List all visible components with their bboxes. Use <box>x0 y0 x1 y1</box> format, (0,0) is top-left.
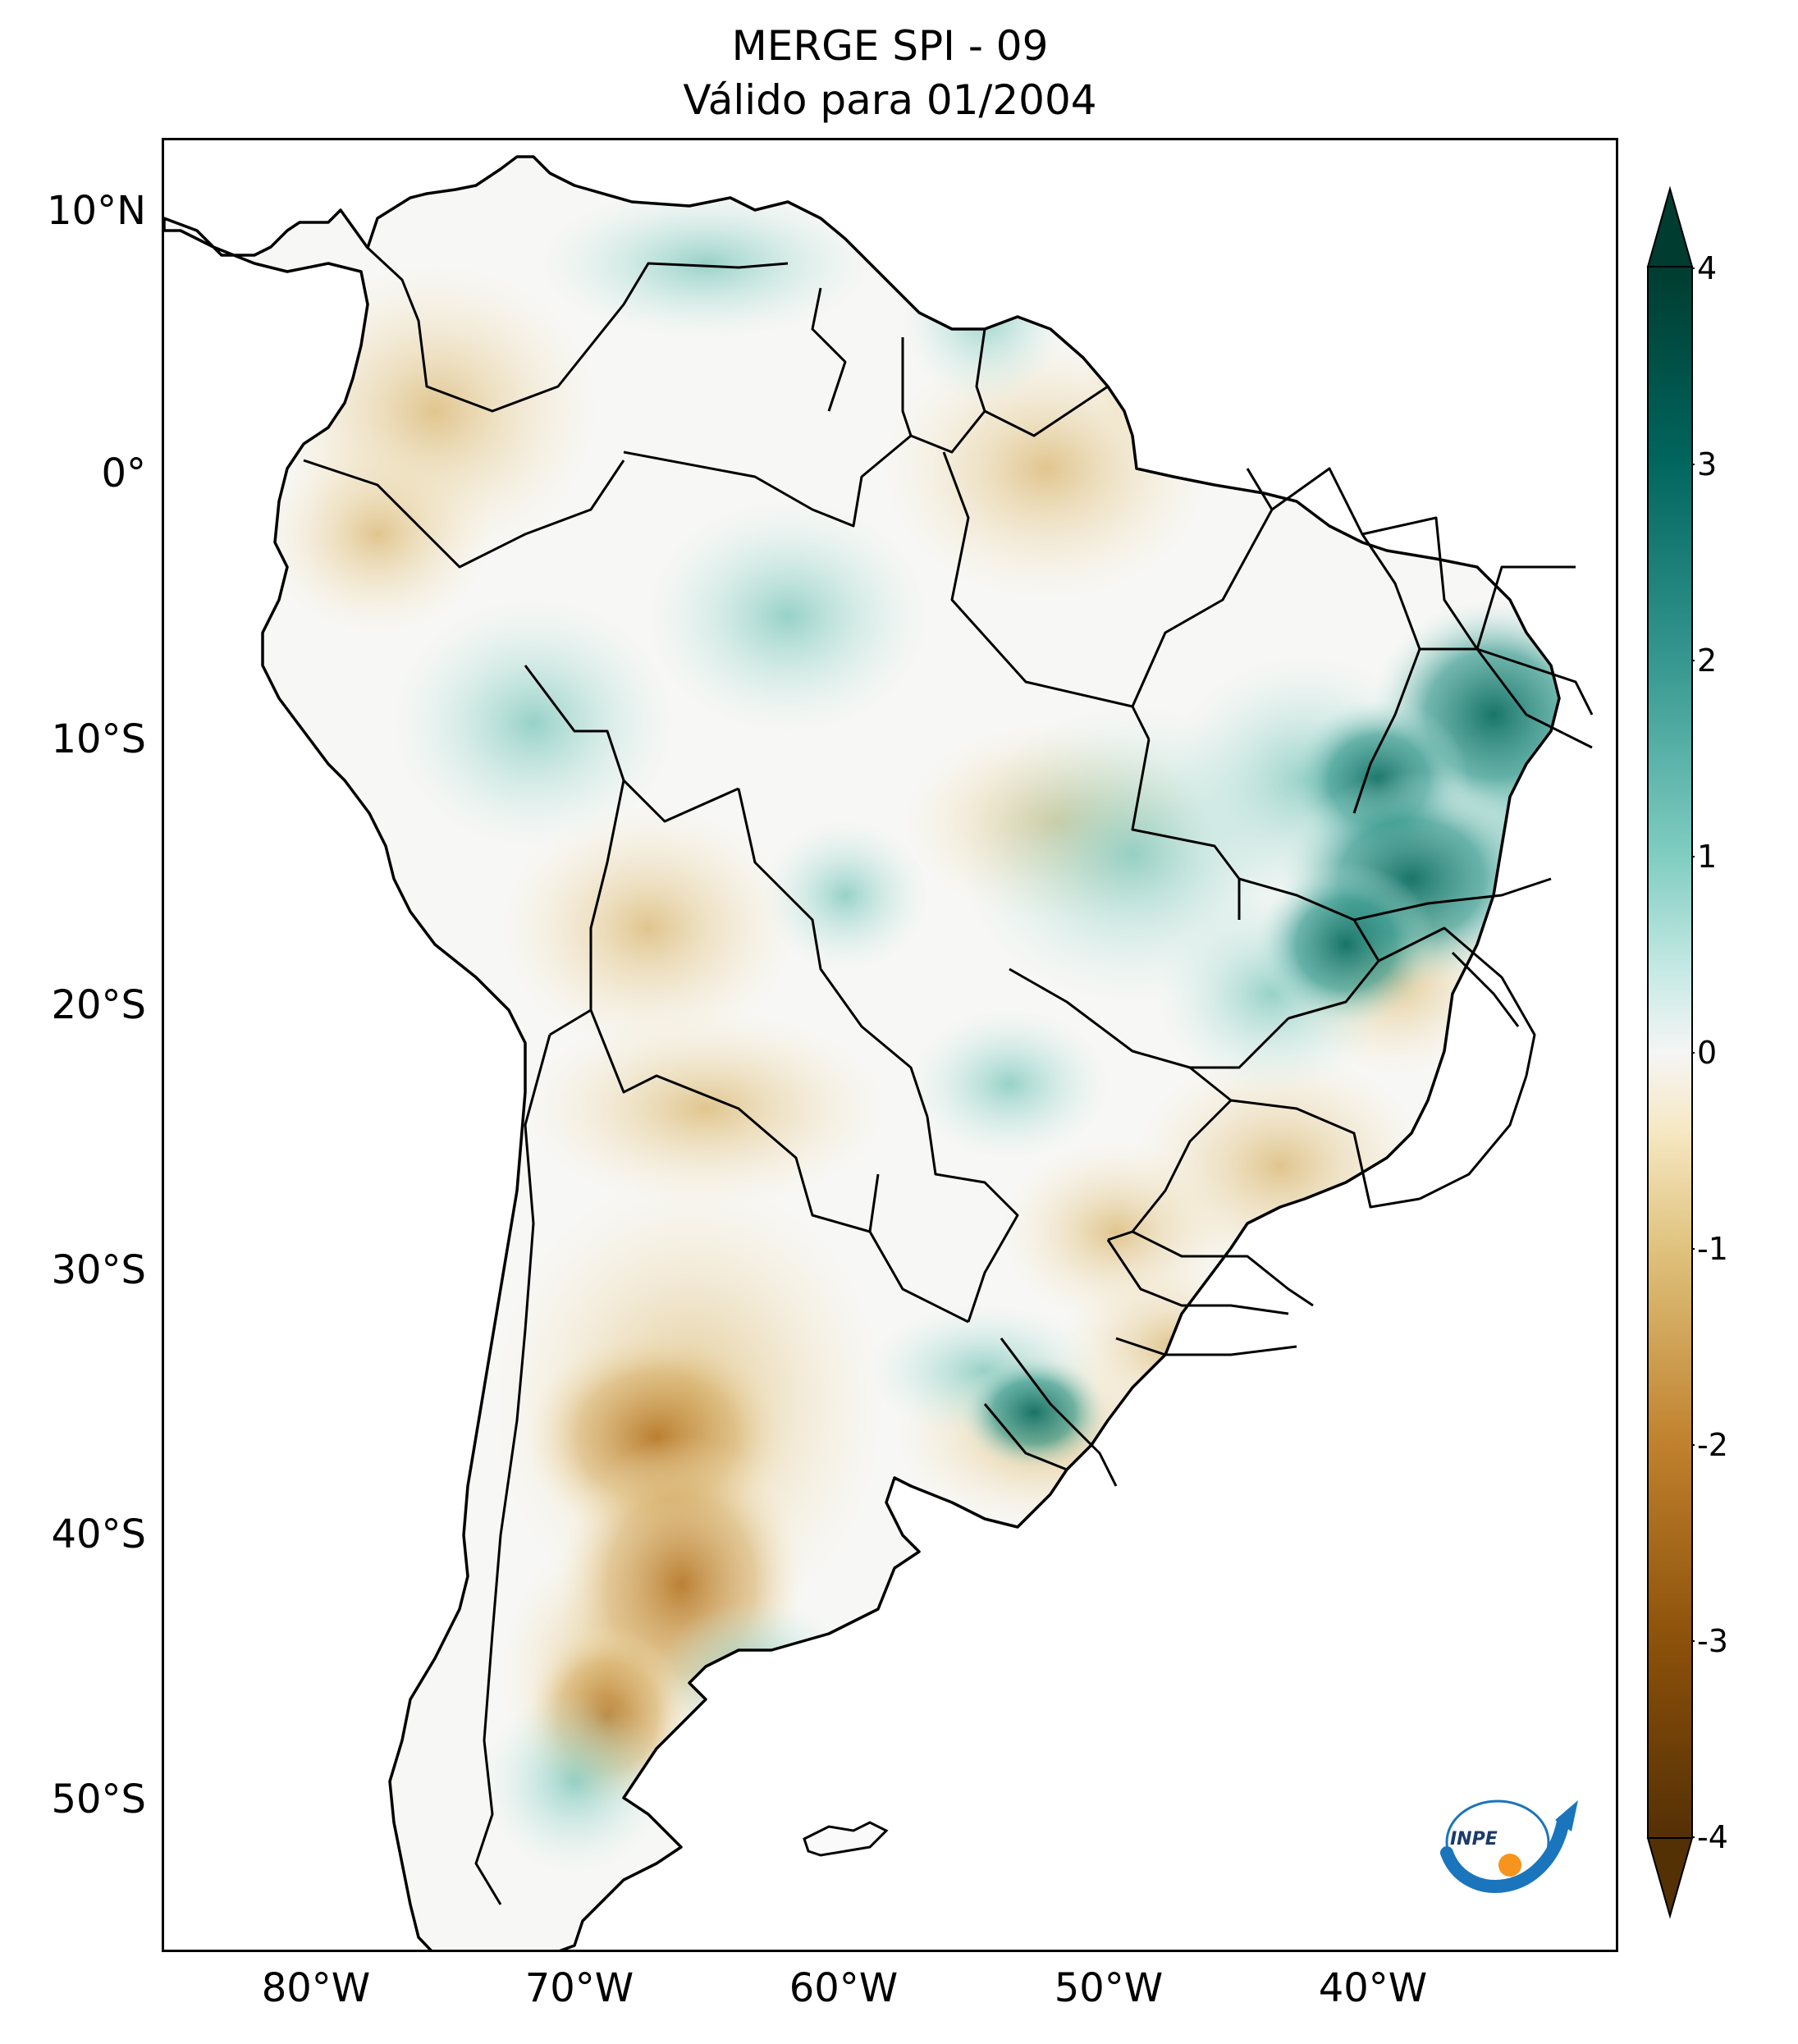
lat-label-40s: 40°S <box>51 1511 146 1557</box>
colorbar-body <box>1647 266 1693 1839</box>
inpe-logo: INPE <box>1440 1799 1578 1893</box>
colorbar-tick-4: 4 <box>1697 250 1718 286</box>
colorbar-tick-3: 3 <box>1697 446 1718 482</box>
lon-label-60w: 60°W <box>789 1965 899 2011</box>
colorbar-extend-bottom <box>1646 1837 1694 1919</box>
falkland-islands <box>803 1821 889 1857</box>
lat-label-50s: 50°S <box>51 1776 146 1822</box>
logo-arrow <box>1555 1800 1578 1831</box>
logo-swoosh <box>1440 1815 1570 1893</box>
country-borders <box>303 246 1594 1905</box>
lon-label-50w: 50°W <box>1054 1965 1164 2011</box>
colorbar-tick-minus-4: -4 <box>1697 1819 1728 1855</box>
map-panel <box>162 138 1618 1952</box>
lat-label-0: 0° <box>101 450 146 496</box>
lon-label-40w: 40°W <box>1318 1965 1428 2011</box>
map-subtitle: Válido para 01/2004 <box>683 76 1097 124</box>
colorbar-tick-minus-2: -2 <box>1697 1427 1728 1463</box>
colorbar-extend-top <box>1646 185 1694 268</box>
colorbar-tick-minus-1: -1 <box>1697 1231 1728 1267</box>
lon-label-70w: 70°W <box>524 1965 634 2011</box>
lon-label-80w: 80°W <box>261 1965 371 2011</box>
coastline <box>164 155 1561 1950</box>
lat-label-10s: 10°S <box>51 716 146 762</box>
colorbar-tick-0: 0 <box>1697 1035 1718 1071</box>
colorbar <box>1646 185 1695 1919</box>
colorbar-tick-2: 2 <box>1697 642 1718 679</box>
colorbar-tick-minus-3: -3 <box>1697 1623 1728 1659</box>
spi-anomaly-field <box>164 157 1559 1950</box>
logo-text: INPE <box>1450 1829 1498 1850</box>
lat-label-10n: 10°N <box>47 188 146 234</box>
logo-sun <box>1498 1854 1521 1877</box>
lat-label-20s: 20°S <box>51 982 146 1028</box>
map-title: MERGE SPI - 09 <box>731 22 1049 70</box>
map-svg <box>164 155 1594 1950</box>
colorbar-tick-1: 1 <box>1697 839 1718 875</box>
lat-label-30s: 30°S <box>51 1247 146 1293</box>
